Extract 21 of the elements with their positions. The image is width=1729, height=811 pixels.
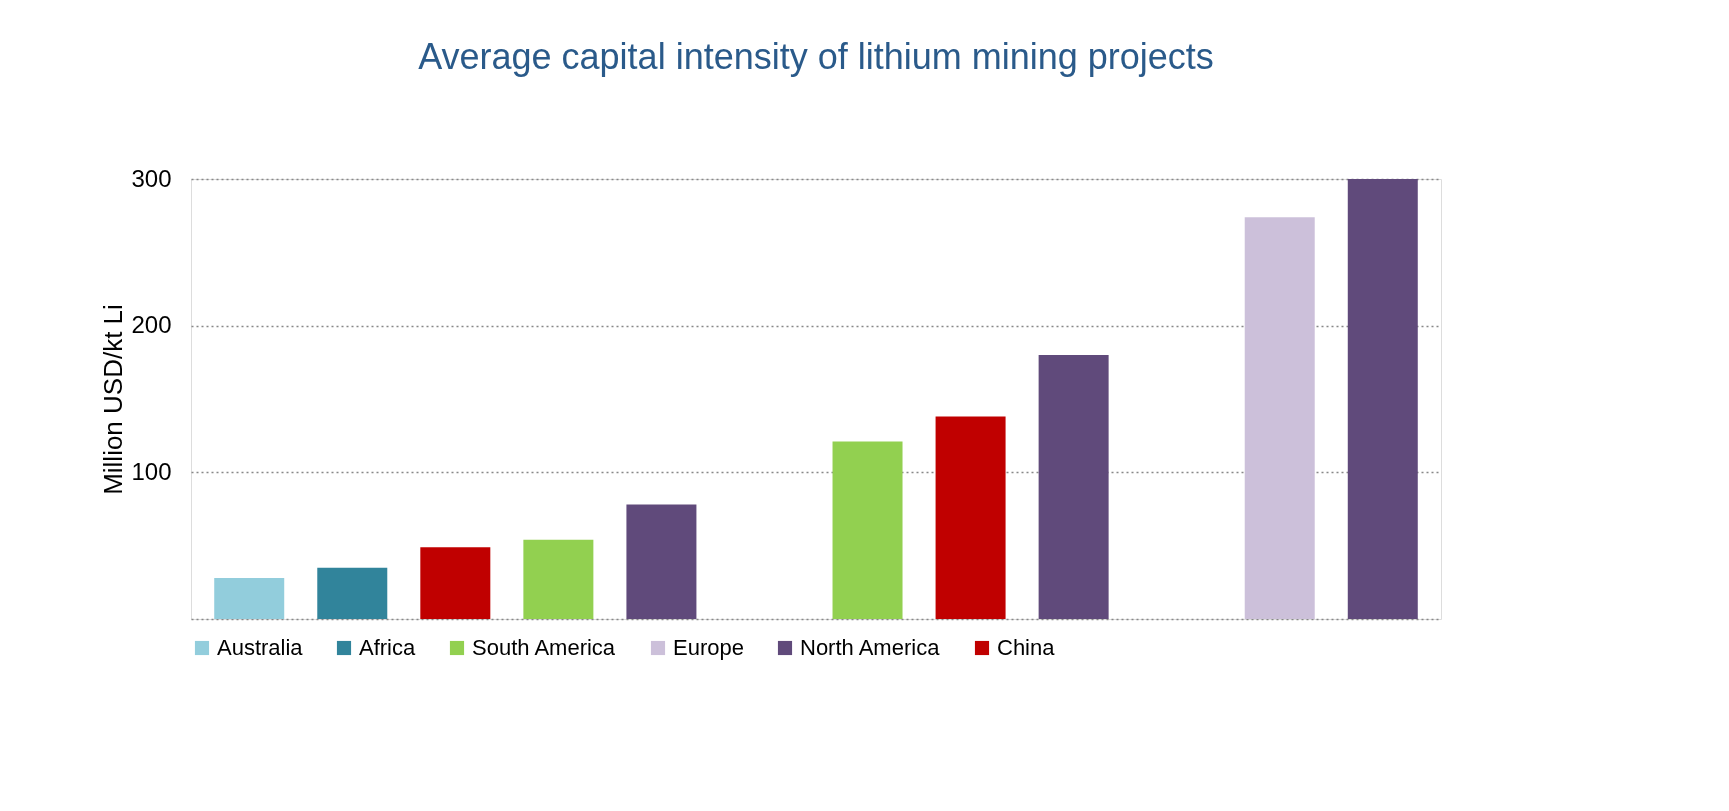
legend-label: China [997, 635, 1056, 660]
bar [832, 441, 903, 619]
bar [1347, 179, 1418, 619]
y-tick-label: 200 [131, 311, 172, 339]
bar [317, 567, 388, 619]
bar [935, 416, 1006, 619]
bar [626, 504, 697, 619]
y-tick-label: 300 [131, 164, 172, 192]
chart-title: Average capital intensity of lithium mining projects [418, 36, 1214, 77]
legend-label: Australia [217, 635, 304, 660]
y-axis-title: Million USD/kt Li [98, 304, 129, 495]
bar [214, 577, 285, 619]
legend-label: North America [800, 635, 941, 660]
bar [420, 547, 491, 619]
legend-label: Europe [673, 635, 744, 660]
legend-label: Africa [359, 635, 416, 660]
legend-label: South America [472, 635, 616, 660]
bar [1038, 355, 1109, 619]
y-tick-label: 100 [131, 457, 172, 485]
bar [523, 539, 594, 619]
bar [1244, 217, 1315, 619]
